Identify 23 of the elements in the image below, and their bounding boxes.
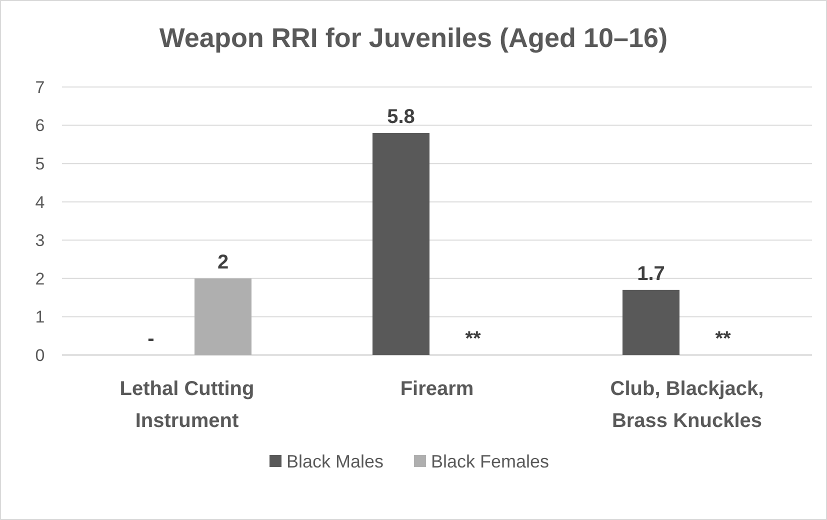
y-tick-label: 6 [35,116,45,136]
bar [372,132,430,355]
data-label: 5.8 [387,106,415,128]
x-tick-label: Firearm [400,378,474,400]
x-tick-label: Club, Blackjack, Brass Knuckles [610,378,764,432]
y-tick-label: 2 [35,269,45,288]
y-tick-label: 4 [35,192,45,212]
chart-title: Weapon RRI for Juveniles (Aged 10–16) [159,23,668,53]
bar [194,278,252,355]
legend-label: Black Females [431,451,550,472]
bar [622,290,680,355]
data-label: 2 [217,251,229,274]
legend-label: Black Males [286,451,384,472]
text: - [148,328,154,350]
y-tick-label: 0 [35,346,45,365]
data-label: 1.7 [637,262,665,285]
x-tick-label: Lethal Cutting Instrument [120,378,254,432]
text: ** [715,328,731,350]
y-tick-label: 5 [35,154,45,174]
y-tick-label: 3 [35,231,45,250]
y-tick-label: 7 [35,78,45,97]
text: ** [465,328,481,350]
y-tick-label: 1 [35,308,45,327]
